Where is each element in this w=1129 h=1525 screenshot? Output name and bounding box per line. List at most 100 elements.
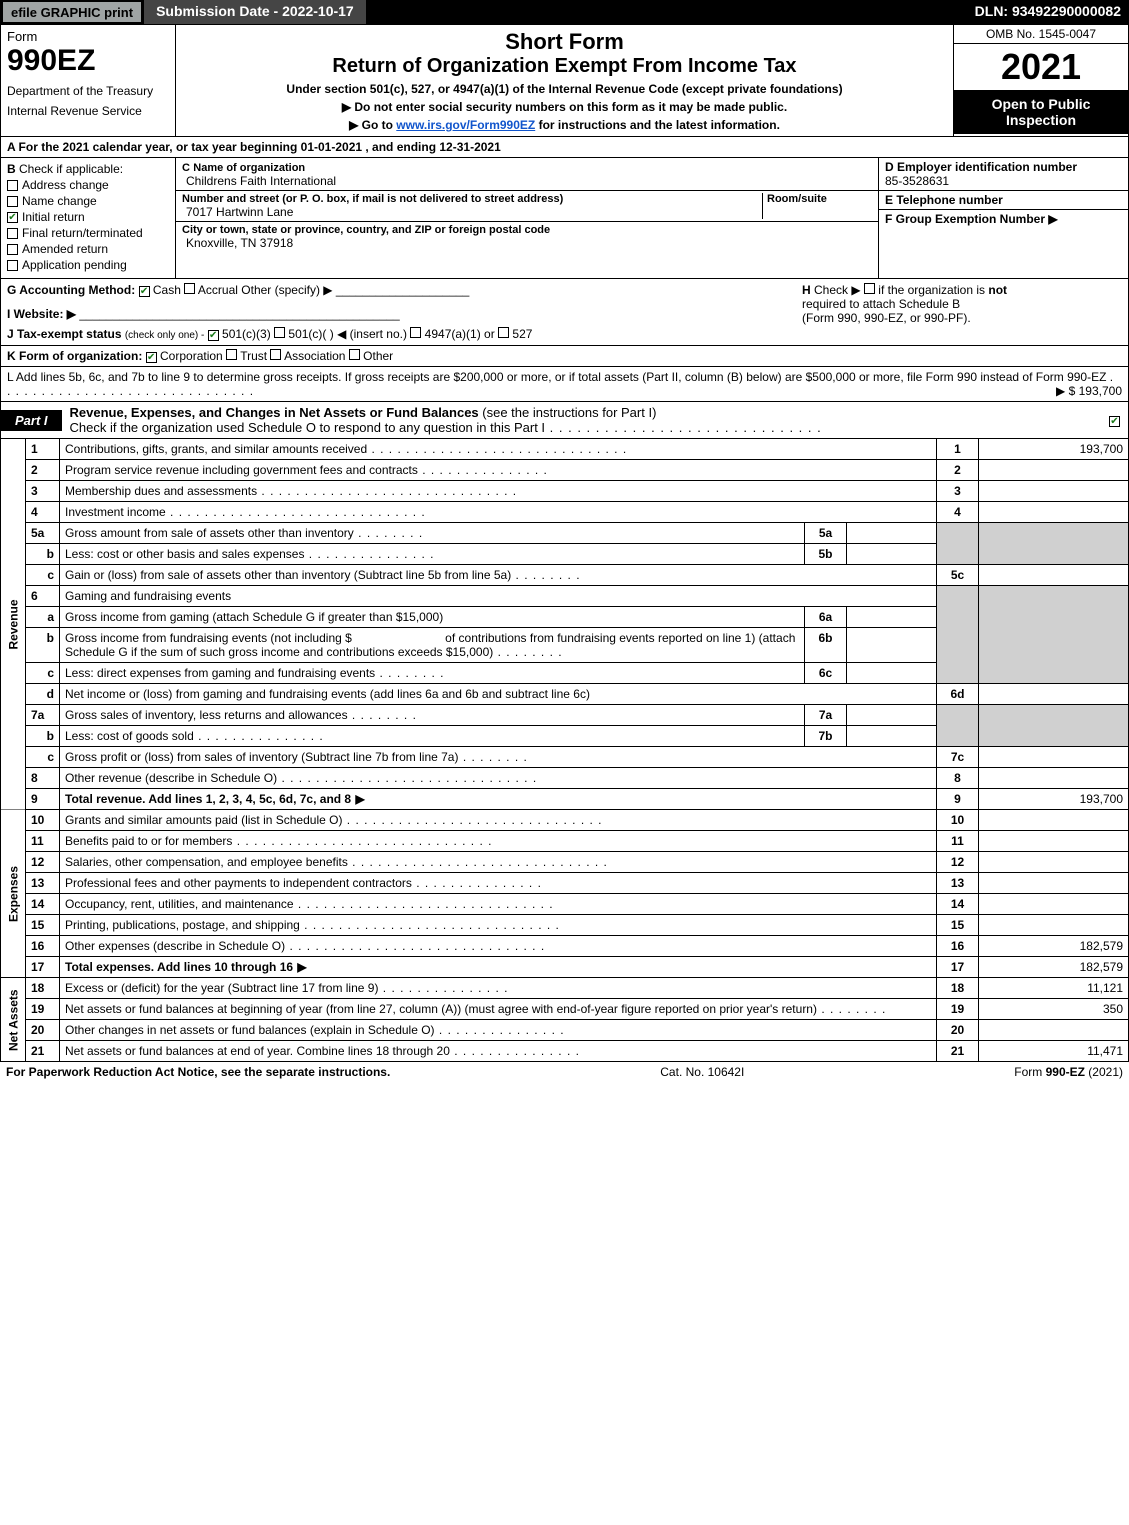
check-if: Check if applicable: [19,162,123,176]
line-num: b [26,544,60,565]
line-desc: Less: cost or other basis and sales expe… [65,547,435,561]
checkbox-501c[interactable] [274,327,285,338]
checkbox-initial-return[interactable] [7,212,18,223]
row-14: 14 Occupancy, rent, utilities, and maint… [1,894,1129,915]
omb-number: OMB No. 1545-0047 [954,25,1128,44]
checkbox-cash[interactable] [139,286,150,297]
line-num: 20 [26,1020,60,1041]
line-ref: 2 [937,460,979,481]
label-4947: 4947(a)(1) or [425,327,495,341]
part-1-title: Revenue, Expenses, and Changes in Net As… [70,405,479,420]
line-amount: 182,579 [979,936,1129,957]
line-amount [979,852,1129,873]
checkbox-address-change[interactable] [7,180,18,191]
label-name-change: Name change [22,194,97,208]
checkbox-accrual[interactable] [184,283,195,294]
j-label: J Tax-exempt status [7,327,122,341]
checkbox-app-pending[interactable] [7,260,18,271]
line-ref: 1 [937,439,979,460]
line-amount: 193,700 [979,439,1129,460]
footer-notice: For Paperwork Reduction Act Notice, see … [6,1065,390,1079]
dept-line-2: Internal Revenue Service [7,104,169,118]
line-num: c [26,747,60,768]
line-num: 11 [26,831,60,852]
l-amount: ▶ $ 193,700 [1056,384,1122,398]
line-desc: Gain or (loss) from sale of assets other… [65,568,581,582]
line-desc: Occupancy, rent, utilities, and maintena… [65,897,554,911]
city-label: City or town, state or province, country… [182,224,872,236]
line-desc: Gaming and fundraising events [60,586,937,607]
line-num: b [26,628,60,663]
checkbox-4947[interactable] [410,327,421,338]
row-9: 9 Total revenue. Add lines 1, 2, 3, 4, 5… [1,789,1129,810]
checkbox-other-org[interactable] [349,349,360,360]
goto-pre: ▶ Go to [349,118,396,132]
dln: DLN: 93492290000082 [967,0,1129,24]
checkbox-527[interactable] [498,327,509,338]
irs-link[interactable]: www.irs.gov/Form990EZ [396,118,535,132]
line-desc: Gross sales of inventory, less returns a… [65,708,417,722]
line-desc: Gross amount from sale of assets other t… [65,526,423,540]
line-ref: 6d [937,684,979,705]
checkbox-assoc[interactable] [270,349,281,360]
topbar: efile GRAPHIC print Submission Date - 20… [0,0,1129,24]
line-desc: Net assets or fund balances at end of ye… [65,1044,580,1058]
row-16: 16 Other expenses (describe in Schedule … [1,936,1129,957]
subline-value [847,705,937,726]
page-footer: For Paperwork Reduction Act Notice, see … [0,1062,1129,1082]
efile-print-button[interactable]: efile GRAPHIC print [2,1,142,23]
line-desc-1: Gross income from fundraising events (no… [65,631,352,645]
line-num: b [26,726,60,747]
label-527: 527 [512,327,532,341]
line-amount [979,1020,1129,1041]
checkbox-501c3[interactable] [208,330,219,341]
line-amount: 11,121 [979,978,1129,999]
column-b: B Check if applicable: Address change Na… [1,158,176,278]
line-ref: 18 [937,978,979,999]
line-amount [979,565,1129,586]
line-num: 4 [26,502,60,523]
subline-value [847,726,937,747]
line-desc: Less: cost of goods sold [65,729,324,743]
line-amount [979,831,1129,852]
goto-post: for instructions and the latest informat… [535,118,780,132]
line-amount: 193,700 [979,789,1129,810]
line-desc: Grants and similar amounts paid (list in… [65,813,603,827]
line-ref: 14 [937,894,979,915]
name-org-label: Name of organization [193,162,305,174]
checkbox-schedule-b[interactable] [864,283,875,294]
subline-value [847,663,937,684]
subline-label: 6a [805,607,847,628]
b-label: B [7,162,16,176]
line-desc: Total revenue. Add lines 1, 2, 3, 4, 5c,… [65,792,351,806]
i-label: I Website: ▶ [7,307,76,321]
checkbox-trust[interactable] [226,349,237,360]
checkbox-final-return[interactable] [7,228,18,239]
line-ref: 12 [937,852,979,873]
submission-date: Submission Date - 2022-10-17 [144,0,366,24]
line-ref: 20 [937,1020,979,1041]
label-initial-return: Initial return [22,210,85,224]
part-1-header: Part I Revenue, Expenses, and Changes in… [0,402,1129,439]
label-trust: Trust [240,349,267,363]
line-a-period: A For the 2021 calendar year, or tax yea… [0,137,1129,158]
line-num: d [26,684,60,705]
checkbox-amended[interactable] [7,244,18,255]
label-corp: Corporation [160,349,223,363]
line-desc: Benefits paid to or for members [65,834,492,848]
g-label: G Accounting Method: [7,283,135,297]
line-ref: 19 [937,999,979,1020]
line-ref: 21 [937,1041,979,1062]
vtab-revenue: Revenue [1,439,26,810]
line-desc: Contributions, gifts, grants, and simila… [65,442,627,456]
subline-value [847,523,937,544]
room-label: Room/suite [767,193,872,205]
line-desc: Net income or (loss) from gaming and fun… [60,684,937,705]
checkbox-corp[interactable] [146,352,157,363]
line-ref: 4 [937,502,979,523]
checkbox-name-change[interactable] [7,196,18,207]
line-ref: 5c [937,565,979,586]
line-num: c [26,565,60,586]
checkbox-schedule-o[interactable] [1109,416,1120,427]
street: 7017 Hartwinn Lane [186,205,762,219]
